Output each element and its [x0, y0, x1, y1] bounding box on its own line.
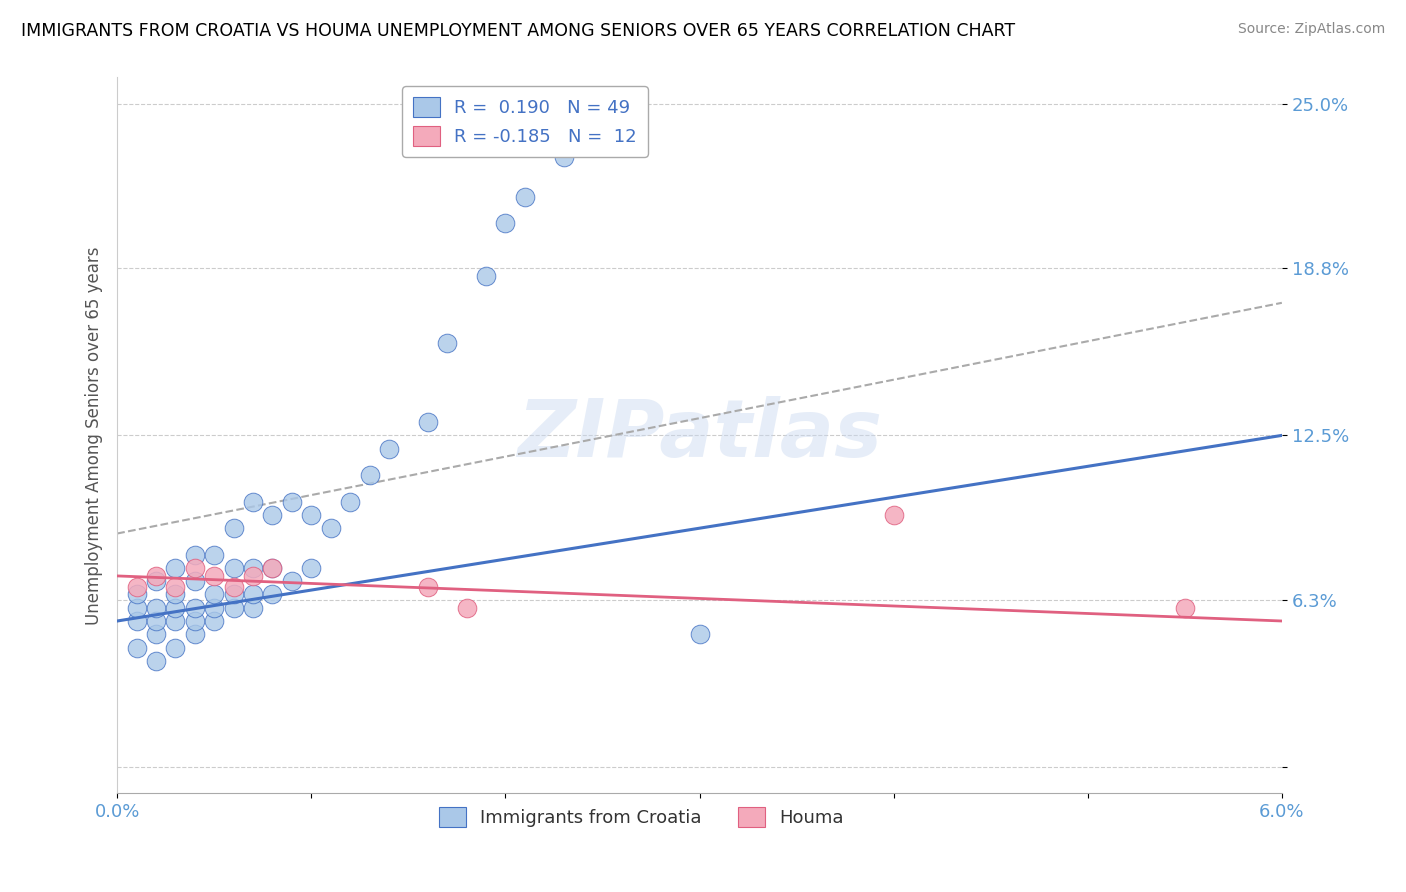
Point — [145, 600, 167, 615]
Text: Source: ZipAtlas.com: Source: ZipAtlas.com — [1237, 22, 1385, 37]
Point — [319, 521, 342, 535]
Point — [165, 640, 187, 655]
Point — [125, 600, 148, 615]
Text: IMMIGRANTS FROM CROATIA VS HOUMA UNEMPLOYMENT AMONG SENIORS OVER 65 YEARS CORREL: IMMIGRANTS FROM CROATIA VS HOUMA UNEMPLO… — [21, 22, 1015, 40]
Point — [202, 600, 225, 615]
Text: ZIPatlas: ZIPatlas — [517, 396, 882, 475]
Point — [145, 627, 167, 641]
Point — [165, 614, 187, 628]
Point — [184, 614, 207, 628]
Point — [165, 561, 187, 575]
Point — [242, 600, 264, 615]
Point — [145, 654, 167, 668]
Point — [242, 561, 264, 575]
Point — [165, 600, 187, 615]
Point — [184, 574, 207, 589]
Point — [456, 600, 478, 615]
Point — [281, 494, 304, 508]
Point — [494, 216, 516, 230]
Point — [222, 561, 245, 575]
Point — [145, 614, 167, 628]
Y-axis label: Unemployment Among Seniors over 65 years: Unemployment Among Seniors over 65 years — [86, 246, 103, 624]
Point — [299, 508, 322, 522]
Point — [262, 587, 284, 601]
Point — [222, 521, 245, 535]
Point — [125, 587, 148, 601]
Point — [262, 508, 284, 522]
Point — [145, 574, 167, 589]
Point — [262, 561, 284, 575]
Point — [222, 587, 245, 601]
Point — [184, 600, 207, 615]
Point — [125, 614, 148, 628]
Point — [436, 335, 458, 350]
Point — [202, 614, 225, 628]
Point — [125, 580, 148, 594]
Point — [184, 561, 207, 575]
Point — [184, 548, 207, 562]
Point — [184, 627, 207, 641]
Point — [202, 548, 225, 562]
Point — [145, 569, 167, 583]
Point — [416, 415, 439, 429]
Point — [339, 494, 361, 508]
Point — [222, 600, 245, 615]
Point — [222, 580, 245, 594]
Point — [359, 468, 381, 483]
Point — [378, 442, 401, 456]
Point — [125, 640, 148, 655]
Point — [513, 190, 536, 204]
Legend: Immigrants from Croatia, Houma: Immigrants from Croatia, Houma — [432, 800, 851, 834]
Point — [165, 587, 187, 601]
Point — [475, 269, 498, 284]
Point — [1174, 600, 1197, 615]
Point — [242, 569, 264, 583]
Point — [416, 580, 439, 594]
Point — [262, 561, 284, 575]
Point — [299, 561, 322, 575]
Point — [689, 627, 711, 641]
Point — [553, 150, 575, 164]
Point — [281, 574, 304, 589]
Point — [242, 494, 264, 508]
Point — [202, 569, 225, 583]
Point — [202, 587, 225, 601]
Point — [165, 580, 187, 594]
Point — [242, 587, 264, 601]
Point — [883, 508, 905, 522]
